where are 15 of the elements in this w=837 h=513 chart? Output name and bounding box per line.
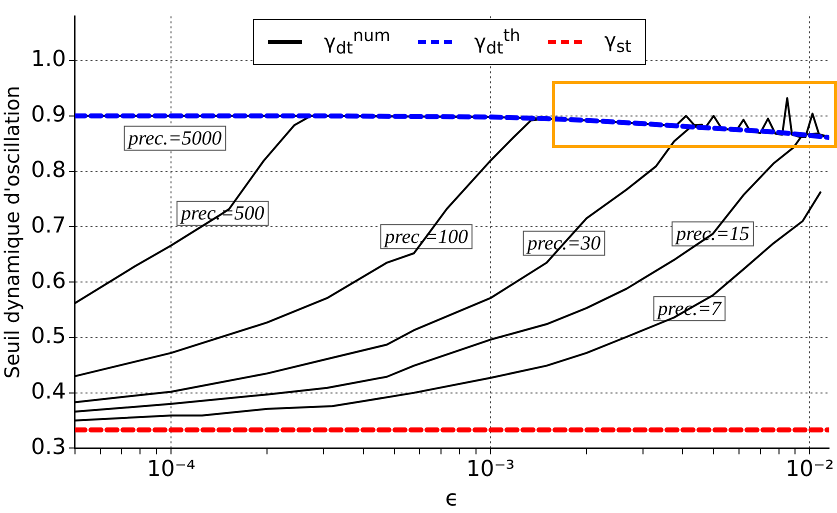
legend-label: γ$_{st}$ xyxy=(604,28,632,56)
y-axis-title: Seuil dynamique d'oscillation xyxy=(0,86,24,379)
y-tick-label: 0.9 xyxy=(30,102,66,128)
x-axis-title: ϵ xyxy=(445,486,459,512)
x-tick-label: 10⁻² xyxy=(786,457,834,482)
y-tick-label: 0.8 xyxy=(30,158,66,183)
y-tick-label: 0.6 xyxy=(30,268,66,294)
x-tick-label: 10⁻³ xyxy=(466,457,515,482)
annotation: prec.=5000 xyxy=(126,127,222,150)
y-tick-label: 1.0 xyxy=(30,47,66,72)
y-tick-label: 0.5 xyxy=(30,324,66,350)
x-tick-label: 10⁻⁴ xyxy=(146,457,196,482)
y-tick-label: 0.7 xyxy=(30,213,66,238)
y-tick-label: 0.3 xyxy=(30,434,66,460)
y-tick-label: 0.4 xyxy=(30,380,66,405)
